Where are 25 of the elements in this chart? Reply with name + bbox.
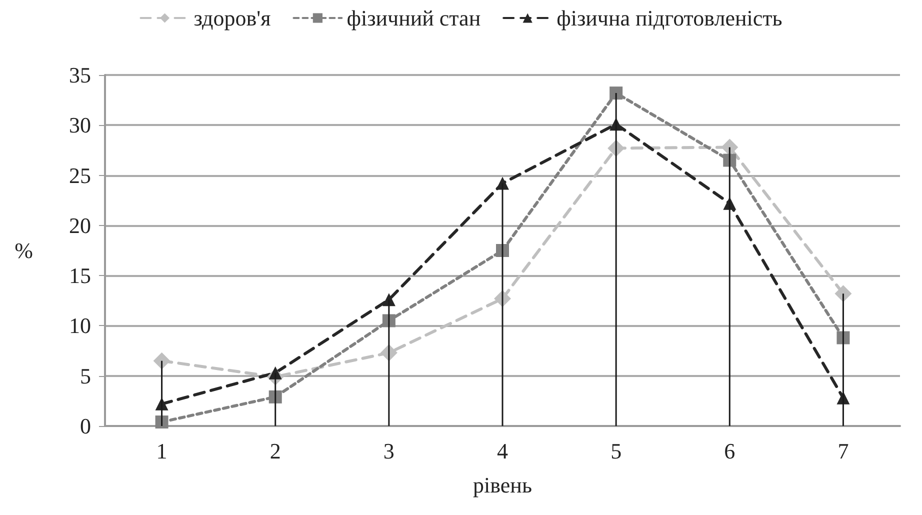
y-tick-label: 5: [80, 363, 91, 388]
legend-label: здоров'я: [194, 6, 271, 30]
legend-label: фізична підготовленість: [556, 6, 782, 30]
legend-label: фізичний стан: [346, 6, 481, 30]
x-tick-label: 1: [156, 438, 168, 464]
x-tick-label: 7: [838, 438, 849, 464]
point: [155, 415, 168, 428]
point: [153, 352, 170, 370]
y-axis-title: %: [14, 238, 33, 263]
x-tick-label: 6: [724, 438, 736, 464]
y-tick-label: 0: [80, 414, 91, 438]
x-tick-label: 3: [383, 438, 394, 464]
y-tick-label: 10: [69, 313, 91, 338]
y-tick-label: 15: [69, 263, 91, 288]
point: [721, 138, 738, 156]
x-tick-label: 4: [497, 438, 508, 464]
x-axis-title: рівень: [473, 472, 532, 498]
x-tick-label: 2: [270, 438, 281, 464]
y-tick-label: 25: [69, 162, 91, 188]
y-tick-label: 35: [69, 62, 91, 88]
point: [610, 86, 623, 100]
y-tick-label: 30: [69, 112, 91, 138]
point: [834, 285, 852, 302]
y-tick-label: 20: [69, 212, 91, 238]
x-tick-label: 5: [610, 438, 622, 464]
